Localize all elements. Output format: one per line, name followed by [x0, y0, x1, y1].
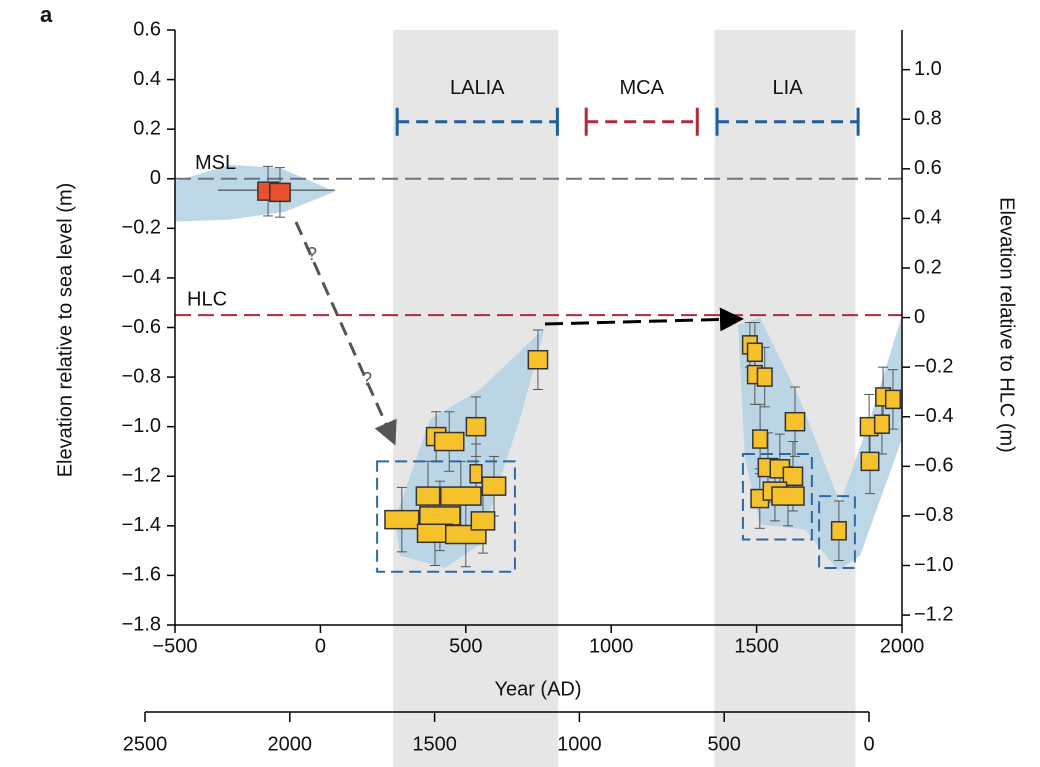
- y-tick-label: −1.2: [122, 465, 161, 487]
- x2-tick-label: 0: [863, 733, 874, 755]
- reference-label: HLC: [187, 288, 227, 310]
- y2-axis-label: Elevation relative to HLC (m): [996, 197, 1018, 453]
- period-label: LALIA: [450, 77, 505, 99]
- x2-tick-label: 1000: [557, 733, 602, 755]
- data-point: [269, 182, 291, 203]
- data-point: [433, 431, 465, 452]
- x2-tick-label: 2500: [123, 733, 168, 755]
- data-point: [415, 486, 441, 506]
- uncertainty-envelope: [737, 315, 902, 571]
- x-tick-label: 1000: [589, 635, 634, 657]
- y-axis-label: Elevation relative to sea level (m): [54, 183, 76, 478]
- y2-tick-label: −1.0: [914, 554, 953, 576]
- data-point: [469, 464, 483, 484]
- annotation: ?: [307, 244, 317, 264]
- y2-tick-label: 0: [914, 306, 925, 328]
- panel-label: a: [40, 2, 53, 27]
- period-label: LIA: [773, 77, 804, 99]
- y2-tick-label: −0.4: [914, 405, 953, 427]
- y-tick-label: 0: [150, 167, 161, 189]
- data-point: [481, 476, 507, 496]
- data-point: [782, 466, 804, 486]
- arrow: [294, 221, 397, 446]
- y-tick-label: −0.8: [122, 365, 161, 387]
- data-point: [465, 416, 487, 437]
- x-axis-label: Year (AD): [494, 678, 581, 700]
- data-point: [884, 389, 902, 410]
- y-tick-label: −1.0: [122, 415, 161, 437]
- reference-label: MSL: [195, 152, 236, 174]
- y-tick-label: −0.4: [122, 266, 161, 288]
- x2-tick-label: 500: [708, 733, 741, 755]
- data-point: [756, 367, 773, 387]
- group-box: [376, 460, 516, 573]
- y2-tick-label: −0.6: [914, 455, 953, 477]
- background-layer: MSL HLC: [175, 30, 902, 767]
- x-tick-label: −500: [152, 635, 197, 657]
- data-point: [860, 451, 880, 472]
- y-tick-label: −1.8: [122, 613, 161, 635]
- y2-tick-label: 0.8: [914, 108, 942, 130]
- y2-tick-label: −0.8: [914, 504, 953, 526]
- y-tick-label: 0.6: [133, 18, 161, 40]
- data-point: [771, 486, 805, 506]
- data-point: [752, 429, 769, 449]
- y2-tick-label: 1.0: [914, 58, 942, 80]
- y-tick-label: −0.2: [122, 217, 161, 239]
- x-tick-label: 0: [315, 635, 326, 657]
- data-point: [470, 511, 496, 531]
- arrow: [544, 307, 744, 332]
- period-label: MCA: [620, 77, 665, 99]
- data-point: [419, 506, 461, 526]
- x-tick-label: 500: [449, 635, 482, 657]
- y2-tick-label: 0.2: [914, 256, 942, 278]
- x2-tick-label: 2000: [268, 733, 313, 755]
- data-point: [784, 411, 806, 432]
- y2-tick-label: 0.4: [914, 207, 942, 229]
- x2-tick-label: 1500: [412, 733, 457, 755]
- y-tick-label: 0.2: [133, 117, 161, 139]
- data-layer: [218, 165, 902, 568]
- x-tick-label: 2000: [880, 635, 925, 657]
- group-box: [741, 452, 813, 541]
- x-tick-label: 1500: [734, 635, 779, 657]
- data-point: [830, 521, 847, 541]
- data-point: [873, 414, 890, 434]
- y-tick-label: −1.6: [122, 564, 161, 586]
- y-tick-label: −0.6: [122, 316, 161, 338]
- annotation: ?: [362, 369, 372, 389]
- data-point: [440, 486, 482, 506]
- y-tick-label: −1.4: [122, 514, 161, 536]
- data-point: [384, 509, 420, 530]
- y2-tick-label: 0.6: [914, 157, 942, 179]
- y2-tick-label: −0.2: [914, 355, 953, 377]
- y2-tick-label: −1.2: [914, 603, 953, 625]
- y-tick-label: 0.4: [133, 68, 161, 90]
- data-point: [527, 349, 549, 370]
- axis-layer: LALIA MCA LIA 0.6 0.4 0.2 0 −0.2 −0.4 −0.6 −0.8 −1.…: [122, 18, 954, 755]
- data-point: [746, 342, 763, 363]
